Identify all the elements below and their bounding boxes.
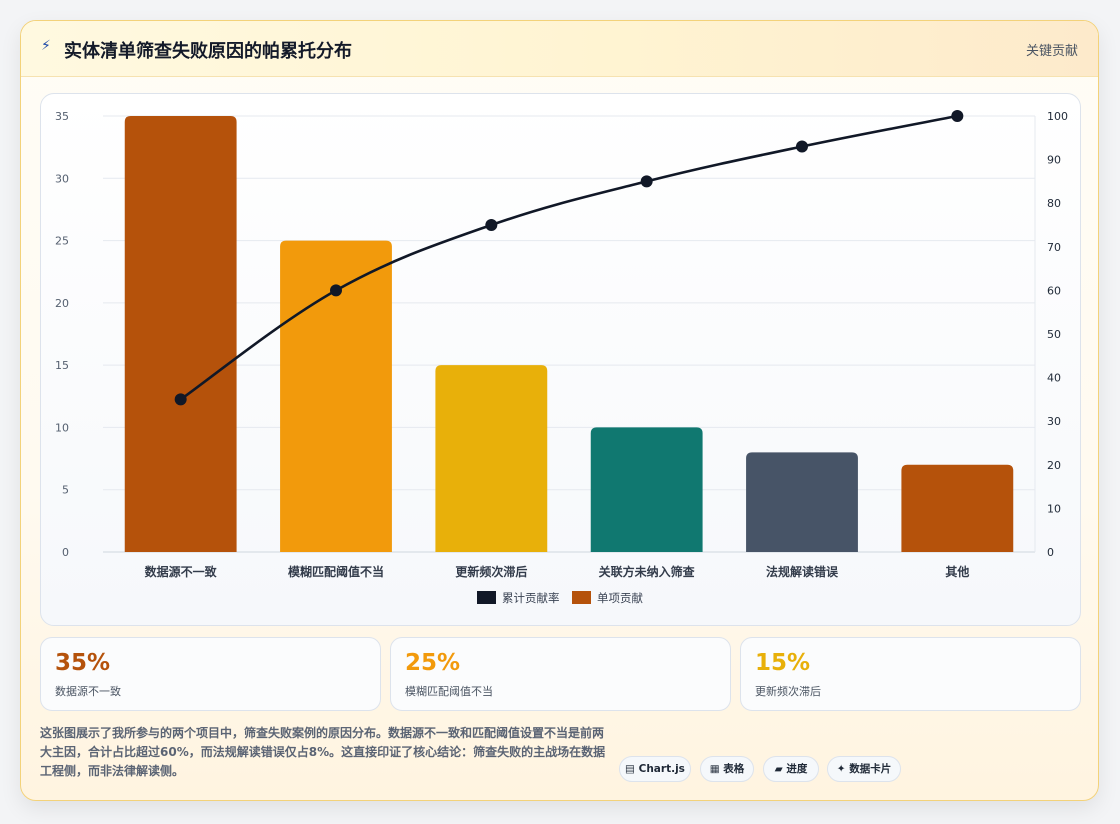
stat-card-2: 25% 模糊匹配阈值不当 bbox=[390, 637, 731, 711]
y-right-tick-label: 100 bbox=[1047, 110, 1068, 123]
cumulative-point bbox=[951, 110, 964, 122]
y-right-tick-label: 90 bbox=[1047, 154, 1061, 167]
bar bbox=[435, 365, 548, 552]
y-right-tick-label: 40 bbox=[1047, 372, 1061, 385]
pill-data-card[interactable]: ✦ 数据卡片 bbox=[827, 756, 901, 782]
cumulative-point bbox=[640, 175, 653, 188]
lightning-icon: ⚡ bbox=[41, 38, 51, 54]
cumulative-point bbox=[174, 393, 187, 406]
chart-panel: 0 5 10 15 20 25 30 35 0 10 20 30 40 50 60 70 80 90 100 数据源不… bbox=[40, 93, 1081, 626]
stat-label-1: 数据源不一致 bbox=[55, 685, 121, 698]
y-left-tick-label: 35 bbox=[55, 110, 69, 123]
bar bbox=[280, 240, 392, 553]
y-left-tick-label: 10 bbox=[55, 421, 69, 434]
header-tag: 关键贡献 bbox=[1025, 44, 1078, 59]
pill-chartjs[interactable]: ▤ Chart.js bbox=[619, 756, 691, 782]
pill-table[interactable]: ▦ 表格 bbox=[700, 756, 754, 782]
y-right-tick-label: 50 bbox=[1047, 328, 1061, 341]
stat-card-3: 15% 更新频次滞后 bbox=[740, 637, 1081, 711]
y-right-tick-label: 10 bbox=[1047, 502, 1061, 515]
y-right-tick-label: 80 bbox=[1047, 197, 1061, 210]
bar bbox=[124, 116, 237, 552]
legend-swatch-cumulative bbox=[477, 591, 496, 604]
summary-text: 这张图展示了我所参与的两个项目中，筛查失败案例的原因分布。数据源不一致和匹配阈值… bbox=[40, 726, 606, 778]
x-tick-label: 法规解读错误 bbox=[766, 564, 839, 579]
progress-icon: ▰ bbox=[774, 763, 787, 775]
bar bbox=[901, 464, 1014, 552]
y-left-tick-label: 30 bbox=[55, 172, 69, 185]
y-right-tick-label: 20 bbox=[1047, 459, 1061, 472]
pill-label: 进度 bbox=[786, 763, 808, 775]
x-tick-label: 更新频次滞后 bbox=[455, 564, 527, 579]
y-left-tick-label: 5 bbox=[62, 484, 69, 497]
legend-label-single: 单项贡献 bbox=[597, 591, 643, 605]
x-tick-label: 其他 bbox=[945, 564, 969, 579]
legend-label-cumulative: 累计贡献率 bbox=[502, 591, 560, 605]
bar bbox=[590, 427, 703, 552]
legend-swatch-single bbox=[572, 591, 591, 604]
cumulative-point bbox=[796, 140, 808, 153]
pill-label: 表格 bbox=[723, 763, 745, 775]
pill-label: 数据卡片 bbox=[849, 763, 892, 775]
pill-progress[interactable]: ▰ 进度 bbox=[763, 756, 819, 782]
y-left-tick-label: 25 bbox=[55, 235, 69, 248]
pill-label: Chart.js bbox=[638, 763, 685, 775]
cumulative-line bbox=[179, 114, 958, 401]
y-left-tick-label: 0 bbox=[62, 546, 69, 559]
stat-value-1: 35% bbox=[55, 650, 111, 676]
chart-icon: ▤ bbox=[625, 763, 639, 775]
y-right-tick-label: 60 bbox=[1047, 284, 1061, 297]
cumulative-point bbox=[330, 284, 342, 297]
pareto-chart: 0 5 10 15 20 25 30 35 0 10 20 30 40 50 60 70 80 90 100 数据源不… bbox=[55, 110, 1068, 605]
stat-label-2: 模糊匹配阈值不当 bbox=[405, 685, 493, 698]
stat-value-3: 15% bbox=[755, 650, 811, 676]
x-tick-label: 关联方未纳入筛查 bbox=[599, 564, 696, 579]
stat-card-1: 35% 数据源不一致 bbox=[40, 637, 381, 711]
y-left-tick-label: 15 bbox=[55, 359, 69, 372]
card-header: ⚡ 实体清单筛查失败原因的帕累托分布 关键贡献 bbox=[21, 21, 1098, 77]
table-icon: ▦ bbox=[709, 763, 724, 775]
bar bbox=[746, 452, 858, 552]
stat-value-2: 25% bbox=[405, 650, 461, 676]
y-right-tick-label: 70 bbox=[1047, 241, 1061, 254]
chart-card: ⚡ 实体清单筛查失败原因的帕累托分布 关键贡献 0 5 10 15 20 25 30 35 0 1… bbox=[20, 20, 1099, 801]
y-right-tick-label: 30 bbox=[1047, 415, 1061, 428]
x-tick-label: 模糊匹配阈值不当 bbox=[288, 564, 384, 579]
cumulative-point bbox=[485, 219, 498, 231]
card-icon: ✦ bbox=[836, 763, 850, 775]
y-left-tick-label: 20 bbox=[55, 297, 69, 310]
y-right-tick-label: 0 bbox=[1047, 546, 1054, 559]
page-title: 实体清单筛查失败原因的帕累托分布 bbox=[64, 41, 352, 62]
x-tick-label: 数据源不一致 bbox=[145, 564, 218, 579]
stat-label-3: 更新频次滞后 bbox=[755, 685, 821, 698]
